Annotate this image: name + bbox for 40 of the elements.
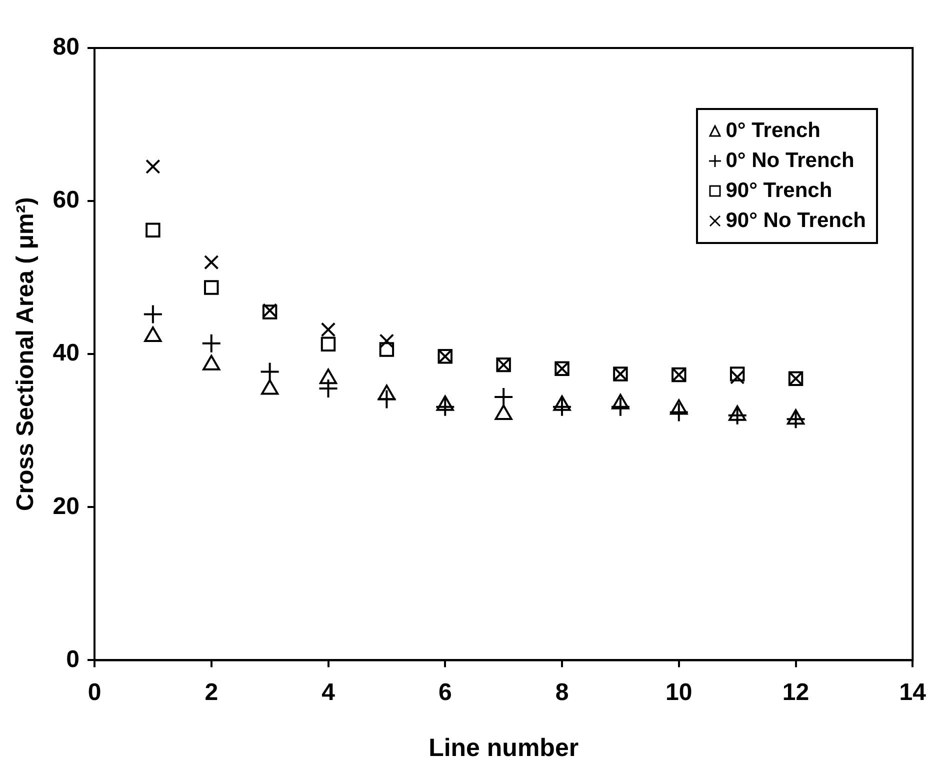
- point: [552, 396, 572, 417]
- point: [786, 409, 806, 430]
- x-tick-label: 14: [899, 679, 927, 706]
- point: [379, 334, 394, 348]
- y-tick-label: 60: [52, 186, 80, 214]
- point: [204, 254, 219, 270]
- point: [376, 389, 397, 410]
- point: [204, 280, 219, 295]
- legend-label: 0° Trench: [726, 118, 820, 144]
- point: [730, 366, 745, 382]
- point: [142, 304, 163, 324]
- point: [318, 378, 338, 399]
- x-tick-label: 4: [322, 679, 336, 706]
- x-tick-label: 0: [88, 679, 102, 706]
- y-axis-title: Cross Sectional Area ( μm²): [12, 197, 40, 512]
- x-axis-title: Line number: [428, 734, 579, 762]
- point: [146, 159, 160, 174]
- y-tick-label: 80: [52, 34, 80, 61]
- y-tick-label: 0: [66, 646, 80, 673]
- legend-label: 0° No Trench: [726, 148, 854, 174]
- point: [435, 396, 456, 417]
- point: [201, 333, 222, 354]
- point: [320, 322, 336, 337]
- point: [146, 222, 160, 238]
- point: [260, 362, 280, 382]
- point: [320, 336, 336, 352]
- legend-label: 90° No Trench: [726, 208, 866, 234]
- x-tick-label: 10: [666, 679, 692, 706]
- y-tick-label: 20: [52, 492, 80, 520]
- x-tick-label: 2: [204, 679, 218, 706]
- point: [494, 386, 514, 407]
- point: [610, 396, 630, 417]
- point: [379, 342, 394, 357]
- x-tick-label: 6: [438, 679, 452, 706]
- x-tick-label: 12: [782, 679, 810, 706]
- x-tick-label: 8: [555, 679, 569, 706]
- legend-label: 90° Trench: [726, 178, 832, 204]
- y-tick-label: 40: [52, 340, 80, 367]
- point: [668, 402, 689, 422]
- point: [730, 370, 745, 384]
